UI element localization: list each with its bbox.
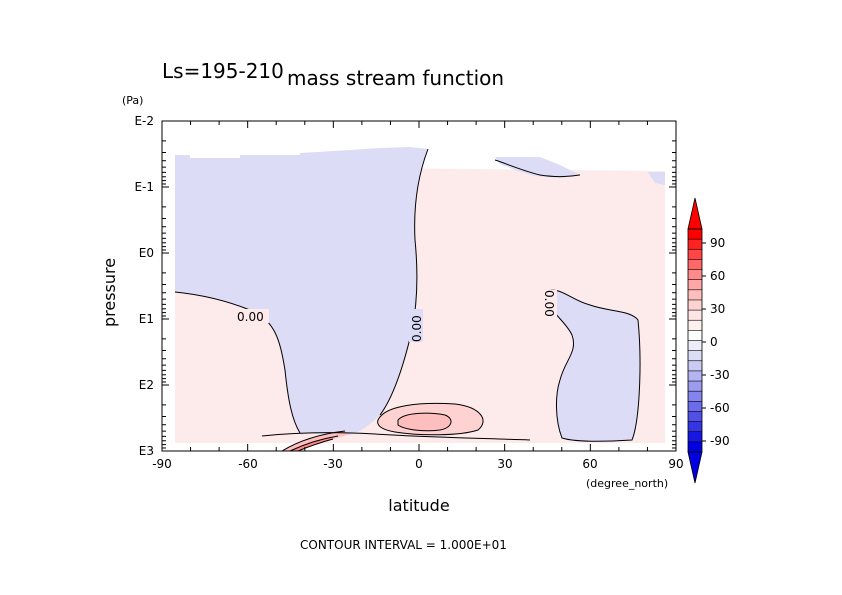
colorbar-segment [688, 320, 702, 331]
contour-fills [175, 147, 665, 451]
x-axis-title: latitude [388, 496, 449, 515]
x-tick-label: 30 [497, 457, 512, 471]
colorbar-segment [688, 330, 702, 341]
colorbar-segment [688, 229, 702, 240]
x-unit-label: (degree_north) [586, 477, 668, 490]
colorbar-segment [688, 431, 702, 443]
colorbar-label: -60 [710, 401, 730, 415]
contour-zero-top-right [494, 159, 581, 178]
y-tick-label: E-1 [134, 180, 154, 194]
y-tick-labels: E-2 E-1 E0 E1 E2 E3 [134, 114, 154, 458]
fill-positive-core-inner [398, 413, 452, 431]
y-tick-label: E0 [139, 246, 154, 260]
colorbar-segment [688, 289, 702, 301]
colorbar-segment [688, 340, 702, 351]
x-axis-ticks [161, 121, 677, 451]
colorbar-segment [688, 249, 702, 260]
colorbar-segment [688, 411, 702, 422]
y-tick-label: E1 [139, 312, 154, 326]
x-tick-label: 0 [415, 457, 423, 471]
contour-surface-line [261, 432, 531, 441]
y-axis-title: pressure [100, 258, 119, 327]
x-tick-label: 60 [582, 457, 597, 471]
colorbar-label: -90 [710, 434, 730, 448]
contour-label-bg [409, 309, 423, 342]
colorbar [687, 197, 706, 484]
colorbar-segment [688, 299, 702, 311]
y-tick-label: E3 [139, 444, 154, 458]
contour-positive-core-inner [397, 412, 452, 432]
colorbar-segment [688, 381, 702, 392]
contour-interval-note: CONTOUR INTERVAL = 1.000E+01 [300, 538, 507, 552]
x-tick-label: 90 [668, 457, 683, 471]
x-tick-label: -60 [238, 457, 258, 471]
colorbar-labels: 90 60 30 0 -30 -60 -90 [710, 236, 730, 448]
contour-zero-equatorial [379, 148, 429, 416]
colorbar-label: 30 [710, 302, 725, 316]
contour-positive-core-outer [377, 402, 484, 436]
colorbar-segment [688, 279, 702, 291]
colorbar-label: 60 [710, 269, 725, 283]
fill-negative-south [175, 147, 428, 435]
colorbar-label: 90 [710, 236, 725, 250]
contour-lines [174, 148, 641, 452]
colorbar-segment [688, 310, 702, 321]
fill-negative-north [545, 290, 640, 442]
contour-labels: 0.00 0.00 0.00 [236, 290, 557, 342]
colorbar-segment [688, 370, 702, 382]
colorbar-segment [688, 441, 702, 453]
chart-subtitle: Ls=195-210 [162, 59, 284, 83]
colorbar-bottom-arrow [687, 451, 703, 484]
contour-zero-north-cell [544, 289, 641, 442]
contour-label-equator: 0.00 [410, 315, 424, 342]
contour-label-bg [236, 309, 269, 323]
x-tick-labels: -90 -60 -30 0 30 60 90 [152, 457, 683, 471]
x-tick-label: -30 [323, 457, 343, 471]
colorbar-label: 0 [710, 335, 718, 349]
contour-zero-south [174, 291, 301, 434]
contour-band-1 [281, 430, 346, 452]
contour-label-bg [543, 290, 557, 323]
colorbar-segment [688, 401, 702, 412]
colorbar-segment [688, 259, 702, 270]
colorbar-segment [688, 350, 702, 362]
colorbar-label: -30 [710, 368, 730, 382]
y-tick-label: E2 [139, 378, 154, 392]
colorbar-segment [688, 360, 702, 372]
colorbar-segment [688, 269, 702, 280]
colorbar-segment [688, 391, 702, 402]
y-unit-label: (Pa) [122, 94, 143, 107]
x-tick-label: -90 [152, 457, 172, 471]
y-axis-ticks [162, 120, 676, 452]
colorbar-segment [688, 239, 702, 250]
fill-negative-corner [648, 172, 665, 185]
contour-label-south: 0.00 [237, 310, 264, 324]
fill-positive-band-core [290, 437, 333, 451]
colorbar-segment [688, 421, 702, 433]
colorbar-top-arrow [687, 197, 703, 230]
chart-title: mass stream function [287, 66, 504, 90]
colorbar-frame [687, 228, 703, 453]
y-tick-label: E-2 [134, 114, 154, 128]
contour-band-2 [289, 435, 339, 452]
contour-band-3 [297, 438, 334, 452]
fill-negative-top-right [495, 157, 580, 178]
contour-label-north: 0.00 [542, 290, 556, 317]
